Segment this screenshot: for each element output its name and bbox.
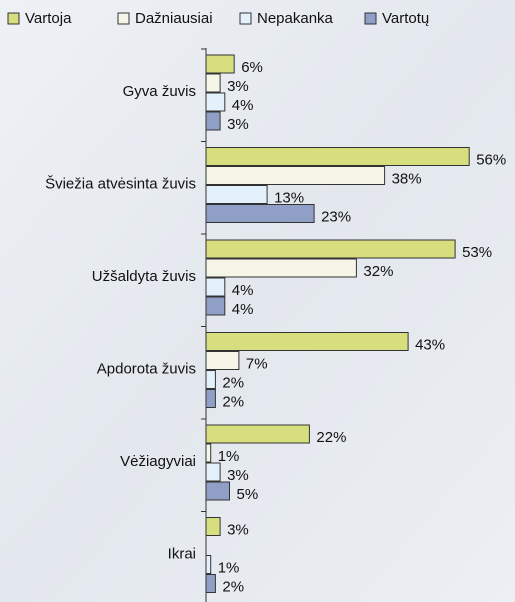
value-label: 3% <box>227 78 249 95</box>
legend-label: Dažniausiai <box>135 10 213 27</box>
value-label: 1% <box>218 448 240 465</box>
value-label: 53% <box>462 244 492 261</box>
value-label: 2% <box>222 578 244 595</box>
bar <box>205 462 221 482</box>
value-label: 38% <box>392 170 422 187</box>
legend-label: Vartotų <box>382 10 429 27</box>
value-label: 7% <box>246 355 268 372</box>
bar <box>205 258 357 278</box>
value-label: 1% <box>218 559 240 576</box>
value-label: 5% <box>237 486 259 503</box>
bar <box>205 239 456 259</box>
bar <box>205 166 386 185</box>
value-label: 43% <box>415 336 445 353</box>
legend-swatch <box>117 12 130 25</box>
category-label: Šviežia atvėsinta žuvis <box>45 175 196 192</box>
value-label: 56% <box>476 151 506 168</box>
bar <box>205 111 221 131</box>
legend-swatch <box>364 12 377 25</box>
bar <box>205 73 221 93</box>
bar <box>205 296 226 316</box>
bar <box>205 54 235 74</box>
bar <box>205 481 230 501</box>
value-label: 32% <box>363 263 393 280</box>
bar <box>205 517 221 536</box>
value-label: 22% <box>316 429 346 446</box>
category-label: Gyva žuvis <box>123 83 196 100</box>
legend-swatch <box>239 12 252 25</box>
bar <box>205 424 310 444</box>
value-label: 4% <box>232 282 254 299</box>
value-label: 3% <box>227 116 249 133</box>
bar <box>205 555 212 574</box>
legend-label: Nepakanka <box>257 10 334 27</box>
value-label: 2% <box>222 393 244 410</box>
legend-label: Vartoja <box>25 10 72 27</box>
value-label: 23% <box>321 208 351 225</box>
category-label: Ikrai <box>168 545 196 562</box>
bar <box>205 370 216 389</box>
bar <box>205 332 409 351</box>
value-label: 13% <box>274 189 304 206</box>
value-label: 3% <box>227 521 249 538</box>
value-label: 6% <box>241 59 263 76</box>
bar <box>205 443 212 463</box>
category-label: Vėžiagyviai <box>120 453 196 470</box>
value-label: 3% <box>227 467 249 484</box>
category-label: Užšaldyta žuvis <box>92 268 196 285</box>
bar <box>205 185 268 204</box>
bar <box>205 92 226 112</box>
value-label: 2% <box>222 374 244 391</box>
bar <box>205 351 240 370</box>
bar <box>205 574 216 593</box>
bar <box>205 389 216 408</box>
value-label: 4% <box>232 97 254 114</box>
bar <box>205 277 226 297</box>
legend-swatch <box>7 12 20 25</box>
bar <box>205 204 315 223</box>
value-label: 4% <box>232 301 254 318</box>
category-label: Apdorota žuvis <box>97 360 196 377</box>
bar <box>205 147 470 166</box>
